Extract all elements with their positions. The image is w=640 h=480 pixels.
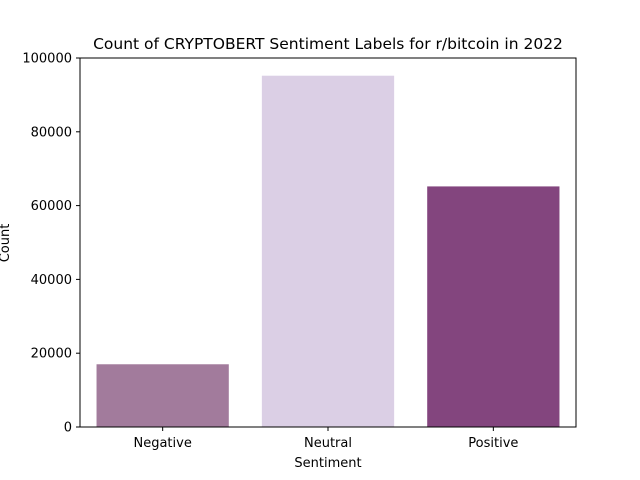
bar-neutral [261,75,395,427]
y-tick-label: 40000 [31,273,72,288]
x-tick-label: Neutral [304,436,352,451]
x-tick-label: Positive [468,436,518,451]
x-axis-ticks: Negative Neutral Positive [133,427,518,451]
bar-positive [427,186,560,427]
x-tick-label: Negative [133,436,191,451]
y-tick-label: 60000 [31,199,72,214]
y-tick-label: 100000 [22,52,72,67]
y-tick-label: 0 [64,421,72,436]
bar-negative [96,364,229,427]
chart-title: Count of CRYPTOBERT Sentiment Labels for… [93,35,563,53]
y-axis-ticks: 0 20000 40000 60000 80000 100000 [22,52,80,436]
bars-group [96,75,560,427]
y-axis-label: Count [0,224,13,263]
y-tick-label: 20000 [31,347,72,362]
x-axis-label: Sentiment [294,456,361,471]
y-tick-label: 80000 [31,125,72,140]
